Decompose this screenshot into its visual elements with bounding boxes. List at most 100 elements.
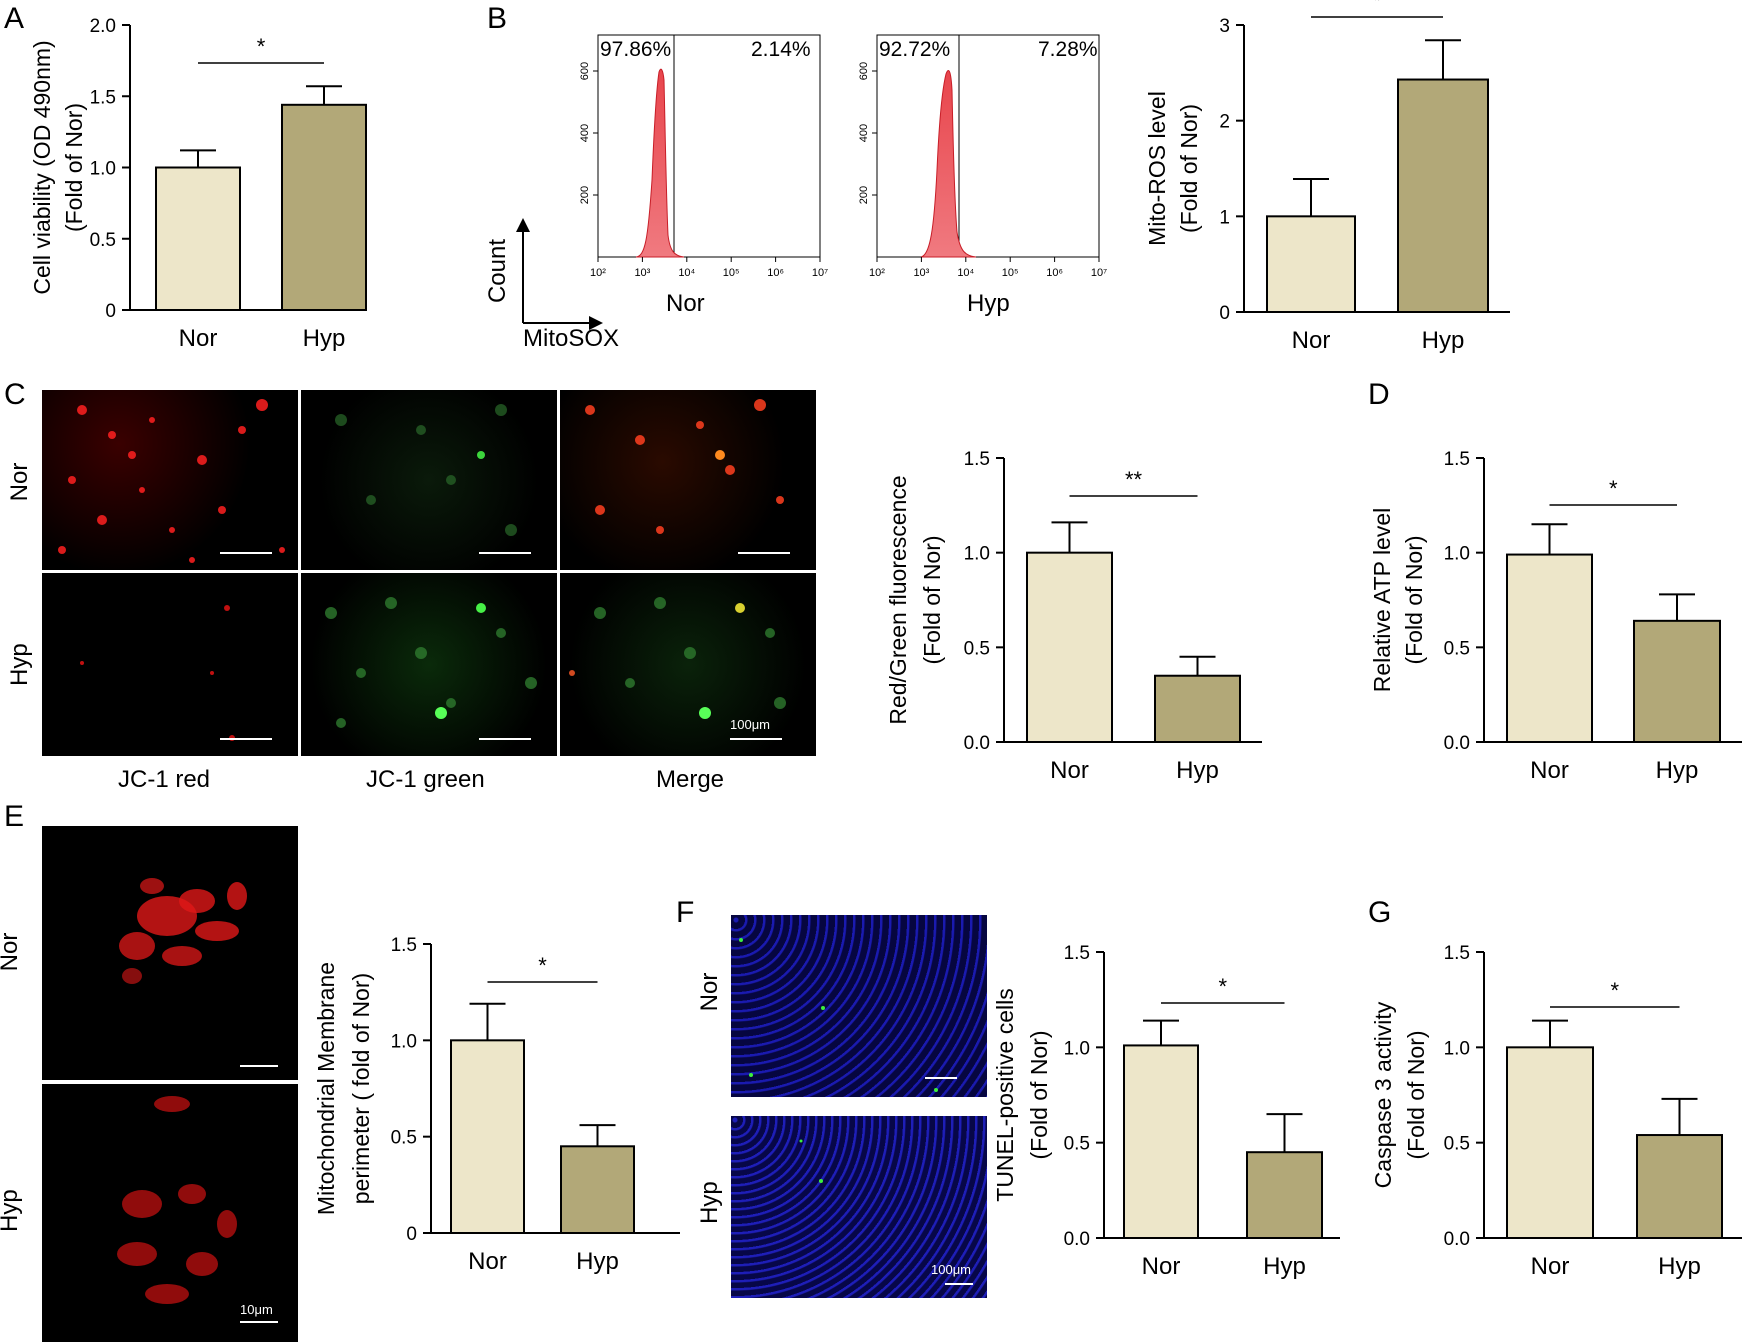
bar-f-nor (1123, 1044, 1199, 1239)
jc1-nor-green (301, 390, 557, 570)
y-axis-title-g: Caspase 3 activity (1370, 1001, 1396, 1188)
y-tick-label-a: 2.0 (90, 16, 116, 37)
y-tick-label-b: 0 (1219, 303, 1230, 324)
panel-label-g: G (1368, 896, 1392, 929)
bar-e-hyp (560, 1145, 635, 1235)
y-tick-label-e: 1.5 (391, 935, 417, 956)
flow-xtick-label-nor: 10² (590, 267, 606, 279)
y-tick-label-g: 1.0 (1444, 1038, 1470, 1059)
mito-hyp-image: 10μm (42, 1084, 298, 1342)
sig-marker-c: ** (1125, 467, 1143, 492)
y-tick-label-g: 1.5 (1444, 943, 1470, 964)
y-tick-label-f: 0.5 (1064, 1134, 1090, 1155)
bar-d-nor (1506, 553, 1593, 743)
y-axis-subtitle-g: (Fold of Nor) (1403, 1030, 1429, 1159)
y-tick-label-a: 1.5 (90, 87, 116, 108)
jc1-col-red: JC-1 red (118, 766, 211, 793)
y-tick-label-c: 0.0 (964, 733, 990, 754)
x-tick-label-c-1: Hyp (1176, 757, 1219, 784)
x-tick-label-f-0: Nor (1142, 1253, 1181, 1280)
y-tick-label-a: 0 (105, 301, 116, 322)
bar-g-hyp (1636, 1134, 1723, 1240)
y-tick-label-c: 0.5 (964, 638, 990, 659)
y-axis-title-d: Relative ATP level (1369, 508, 1395, 693)
panel-label-d: D (1368, 378, 1390, 411)
y-axis-title-f: TUNEL-positive cells (992, 988, 1018, 1201)
x-tick-label-g-1: Hyp (1658, 1253, 1701, 1280)
x-tick-label-e-1: Hyp (576, 1248, 619, 1275)
y-tick-label-a: 1.0 (90, 159, 116, 180)
x-tick-label-g-0: Nor (1531, 1253, 1570, 1280)
flow-xtick-label-nor: 10⁴ (678, 267, 695, 279)
flow-axis-title-mitosox: MitoSOX (523, 325, 620, 352)
y-axis-title-a: Cell viability (OD 490nm) (29, 40, 55, 294)
y-tick-label-b: 1 (1219, 207, 1230, 228)
flow-ytick-label-hyp: 200 (858, 186, 870, 204)
y-tick-label-f: 1.0 (1064, 1038, 1090, 1059)
y-tick-label-f: 1.5 (1064, 943, 1090, 964)
bar-a-nor (155, 166, 241, 311)
x-tick-label-c-0: Nor (1050, 757, 1089, 784)
sig-marker-b: * (1373, 0, 1382, 13)
flow-pct-nor-right: 2.14% (751, 38, 811, 61)
flow-pct-hyp-left: 92.72% (879, 38, 951, 61)
panel-label-e: E (4, 800, 25, 833)
x-tick-label-b-1: Hyp (1422, 327, 1465, 354)
panel-label-a: A (4, 2, 25, 35)
bar-b-nor (1266, 215, 1356, 313)
flow-pct-nor-left: 97.86% (600, 38, 672, 61)
x-tick-label-f-1: Hyp (1263, 1253, 1306, 1280)
jc1-nor-red (42, 390, 298, 570)
sig-marker-f: * (1218, 974, 1227, 999)
flow-ytick-label-nor: 400 (579, 124, 591, 142)
flow-label-nor: Nor (666, 290, 705, 317)
x-tick-label-d-1: Hyp (1656, 757, 1699, 784)
bar-e-nor (450, 1039, 525, 1235)
flow-ytick-label-hyp: 400 (858, 124, 870, 142)
y-tick-label-d: 0.0 (1444, 733, 1470, 754)
flow-label-hyp: Hyp (967, 290, 1010, 317)
flow-xtick-label-hyp: 10⁷ (1091, 267, 1107, 279)
tunel-scale-label: 100μm (931, 1262, 972, 1277)
jc1-col-green: JC-1 green (366, 766, 485, 793)
panel-label-c: C (4, 378, 26, 411)
y-tick-label-d: 0.5 (1444, 638, 1470, 659)
y-axis-subtitle-b: (Fold of Nor) (1176, 104, 1202, 233)
jc1-hyp-merge: 100μm (560, 573, 816, 756)
y-axis-subtitle-a: (Fold of Nor) (61, 103, 87, 232)
flow-ytick-label-hyp: 600 (858, 62, 870, 80)
flow-xtick-label-nor: 10⁶ (767, 267, 784, 279)
mito-nor-image (42, 826, 298, 1080)
sig-marker-a: * (257, 34, 266, 59)
y-tick-label-b: 3 (1219, 16, 1230, 37)
tunel-hyp-image: 100μm (731, 1116, 987, 1298)
y-tick-label-g: 0.5 (1444, 1134, 1470, 1155)
y-tick-label-c: 1.0 (964, 544, 990, 565)
flow-xtick-label-nor: 10³ (634, 267, 650, 279)
tunel-nor-image (731, 915, 987, 1097)
y-tick-label-f: 0.0 (1064, 1229, 1090, 1250)
x-tick-label-a-1: Hyp (303, 325, 346, 352)
x-tick-label-d-0: Nor (1530, 757, 1569, 784)
y-tick-label-b: 2 (1219, 112, 1230, 133)
sig-marker-e: * (538, 953, 547, 978)
y-tick-label-c: 1.5 (964, 449, 990, 470)
x-tick-label-e-0: Nor (468, 1248, 507, 1275)
jc1-hyp-red (42, 573, 298, 756)
flow-xtick-label-hyp: 10⁶ (1046, 267, 1063, 279)
flow-xtick-label-hyp: 10⁴ (957, 267, 974, 279)
jc1-hyp-green (301, 573, 557, 756)
y-tick-label-d: 1.5 (1444, 449, 1470, 470)
flow-ytick-label-nor: 600 (579, 62, 591, 80)
y-tick-label-g: 0.0 (1444, 1229, 1470, 1250)
y-tick-label-e: 0 (406, 1224, 417, 1245)
flow-pct-hyp-right: 7.28% (1038, 38, 1098, 61)
jc1-col-merge: Merge (656, 766, 725, 793)
y-axis-subtitle-f: (Fold of Nor) (1026, 1030, 1052, 1159)
bar-c-nor (1026, 551, 1113, 744)
flow-xtick-label-hyp: 10³ (913, 267, 929, 279)
y-tick-label-e: 0.5 (391, 1128, 417, 1149)
sig-marker-d: * (1609, 476, 1618, 501)
